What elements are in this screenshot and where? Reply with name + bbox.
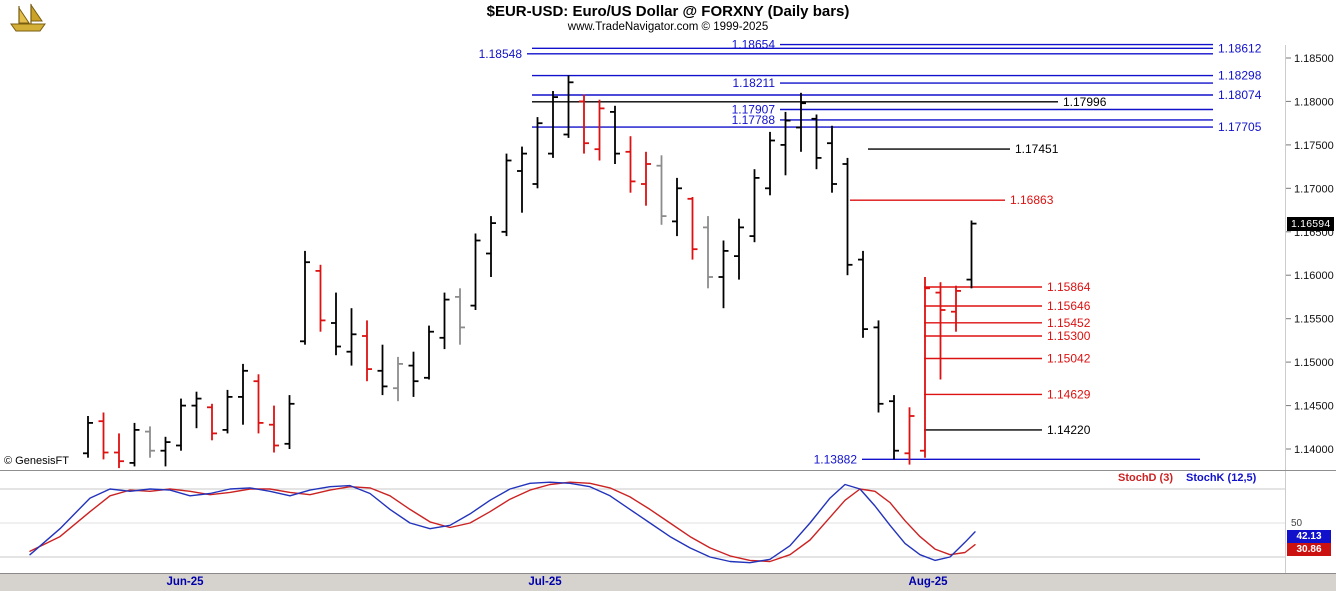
price-axis-label: 1.17500	[1294, 140, 1334, 152]
price-level-label: 1.17907	[732, 103, 776, 117]
price-level-label: 1.17788	[732, 113, 776, 127]
timeline-month-label: Jun-25	[166, 576, 204, 588]
stoch-d-legend[interactable]: StochD (3)	[1118, 472, 1173, 484]
price-level-label: 1.15646	[1047, 299, 1091, 313]
price-level-label: 1.17996	[1063, 95, 1107, 109]
price-level-label: 1.18298	[1218, 69, 1262, 83]
timeline[interactable]: Jun-25 Jul-25 Aug-25	[0, 573, 1336, 591]
price-axis-label: 1.15500	[1294, 314, 1334, 326]
price-level-label: 1.17705	[1218, 120, 1262, 134]
price-level-label: 1.14629	[1047, 387, 1091, 401]
price-axis-label: 1.18000	[1294, 96, 1334, 108]
price-level-label: 1.18548	[479, 47, 523, 61]
genesis-gold-ship-logo	[8, 2, 48, 39]
price-level-label: 1.15452	[1047, 316, 1091, 330]
price-level-label: 1.18612	[1218, 41, 1262, 55]
price-indicator-panel-divider	[0, 470, 1336, 471]
stoch-d-value-badge: 30.86	[1287, 543, 1331, 556]
stoch-axis-label-50: 50	[1291, 518, 1303, 529]
price-level-label: 1.13882	[814, 452, 858, 466]
chart-subtitle: www.TradeNavigator.com © 1999-2025	[567, 21, 769, 33]
stoch-k-legend[interactable]: StochK (12,5)	[1186, 472, 1257, 484]
price-level-label: 1.18211	[733, 76, 776, 90]
price-level-label: 1.17451	[1015, 142, 1059, 156]
price-level-label: 1.14220	[1047, 423, 1091, 437]
chart-header: $EUR-USD: Euro/US Dollar @ FORXNY (Daily…	[0, 3, 1336, 33]
price-level-label: 1.15300	[1047, 329, 1091, 343]
price-level-label: 1.16863	[1010, 193, 1054, 207]
price-axis-label: 1.18500	[1294, 53, 1334, 65]
stoch-k-line	[29, 481, 976, 564]
stoch-d-line	[29, 481, 976, 563]
price-level-label: 1.15042	[1047, 352, 1091, 366]
price-axis-label: 1.14500	[1294, 401, 1334, 413]
timeline-month-label: Jul-25	[528, 576, 562, 588]
price-axis-divider	[1285, 45, 1286, 573]
price-level-label: 1.15864	[1047, 280, 1091, 294]
price-level-label: 1.18654	[732, 38, 776, 52]
price-axis-label: 1.17000	[1294, 183, 1334, 195]
chart-title: $EUR-USD: Euro/US Dollar @ FORXNY (Daily…	[486, 3, 850, 20]
timeline-month-label: Aug-25	[908, 576, 948, 588]
genesisft-watermark: © GenesisFT	[4, 455, 69, 467]
last-price-badge: 1.16594	[1287, 217, 1335, 231]
price-level-label: 1.18074	[1218, 88, 1262, 102]
price-axis-label: 1.14000	[1294, 444, 1334, 456]
price-axis-label: 1.15000	[1294, 357, 1334, 369]
price-axis-label: 1.16000	[1294, 270, 1334, 282]
stoch-k-value-badge: 42.13	[1287, 530, 1331, 543]
